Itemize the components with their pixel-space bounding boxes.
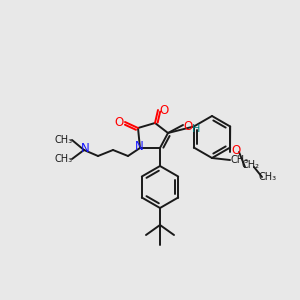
Text: O: O (114, 116, 124, 128)
Text: CH₃: CH₃ (55, 135, 73, 145)
Text: CH₃: CH₃ (259, 172, 277, 182)
Text: CH₃: CH₃ (231, 155, 249, 165)
Text: N: N (81, 142, 89, 155)
Text: H: H (192, 124, 200, 134)
Text: CH₂: CH₂ (242, 160, 260, 170)
Text: O: O (231, 143, 241, 157)
Text: N: N (135, 140, 143, 154)
Text: CH₃: CH₃ (55, 154, 73, 164)
Text: O: O (183, 121, 193, 134)
Text: O: O (159, 103, 169, 116)
